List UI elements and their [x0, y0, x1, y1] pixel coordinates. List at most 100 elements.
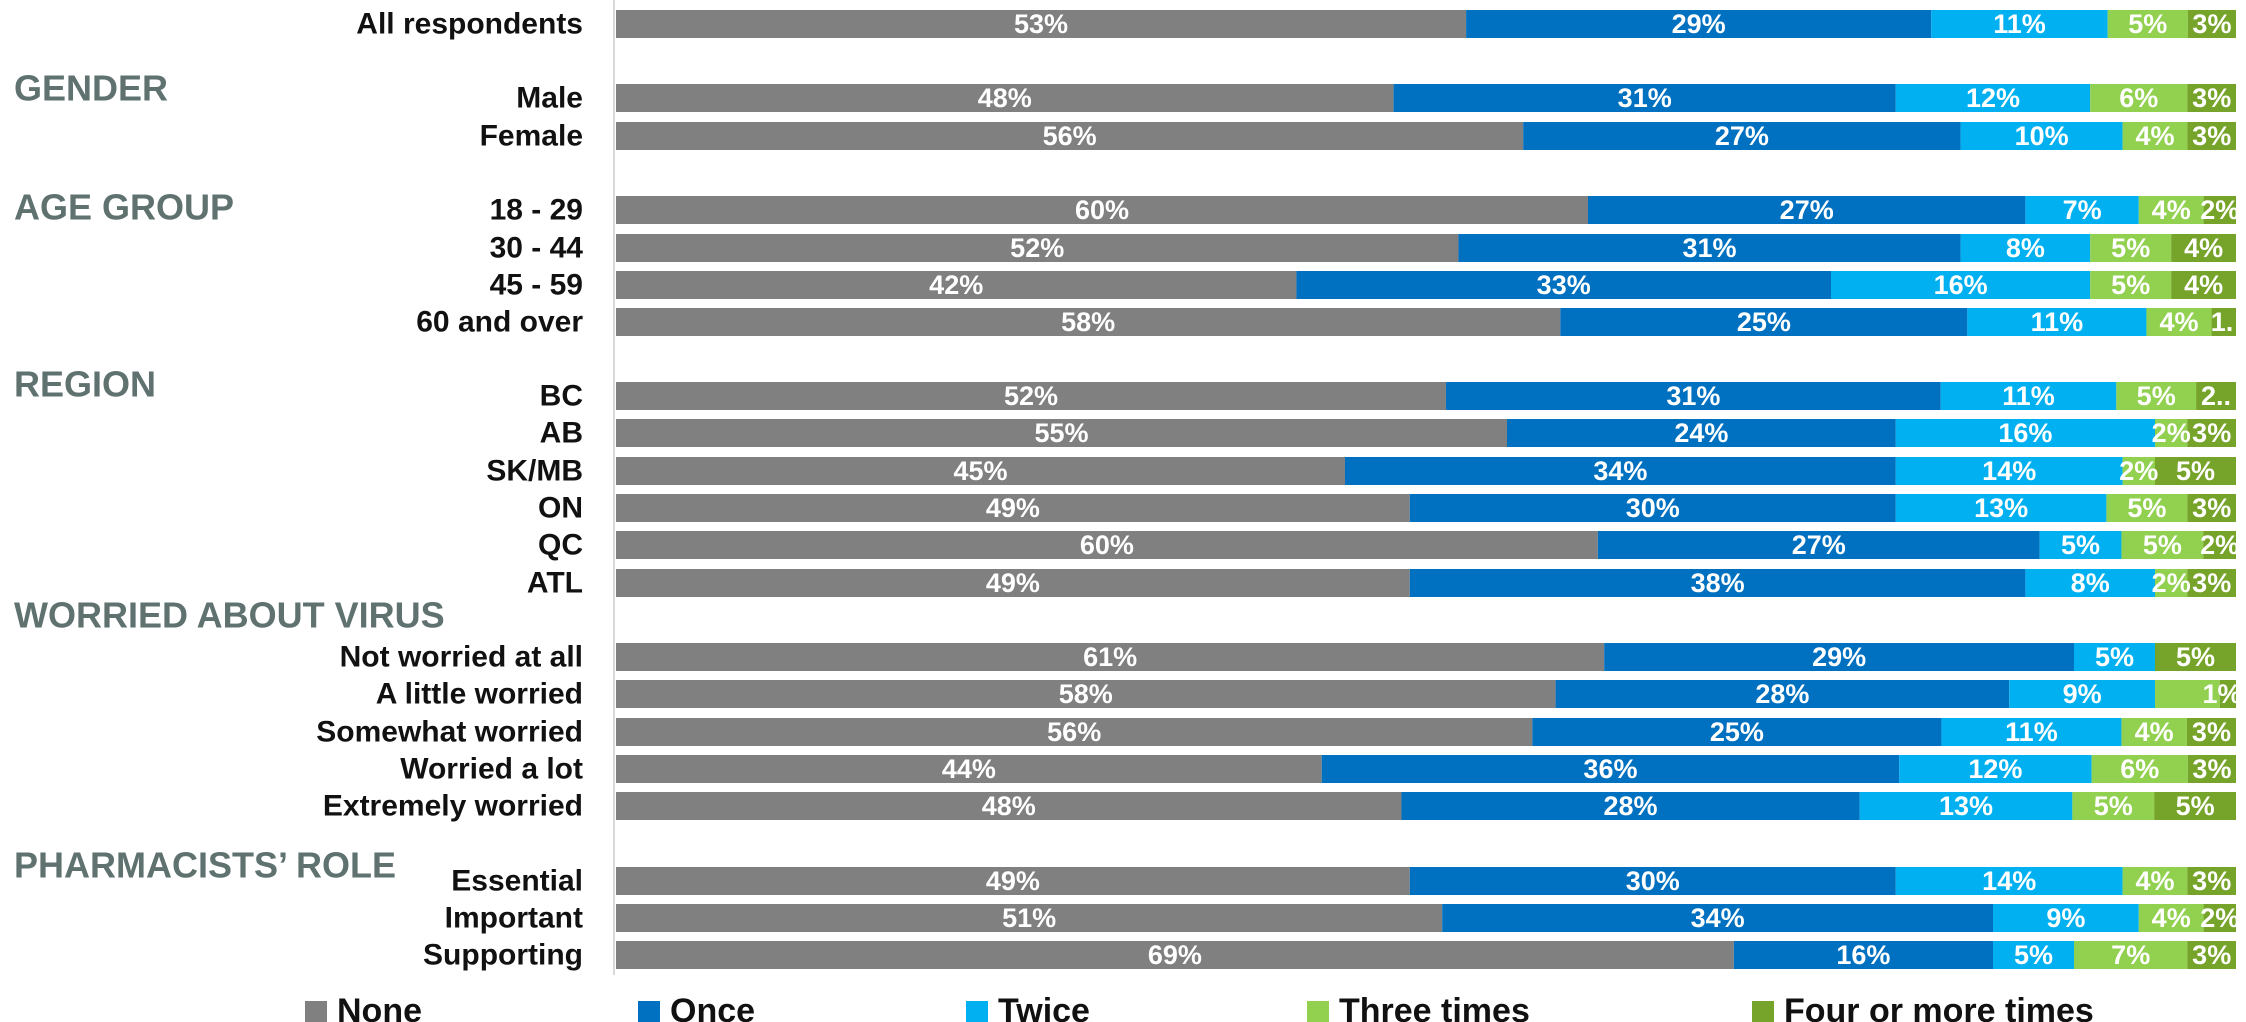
value-label-ab-four-or-more-times: 3%	[2192, 418, 2231, 448]
value-label-ab-twice: 16%	[1998, 418, 2052, 448]
bar-extremely-worried-once	[1401, 792, 1860, 820]
bar-30-44-three-times	[2090, 234, 2172, 262]
value-label-sk-mb-four-or-more-times: 5%	[2176, 456, 2215, 486]
row-label-18-29: 18 - 29	[490, 194, 583, 227]
bar-essential-once	[1409, 867, 1896, 895]
bar-all-respondents-once	[1466, 10, 1932, 38]
row-label-not-worried-at-all: Not worried at all	[340, 641, 583, 674]
bar-18-29-four-or-more-times	[2203, 196, 2236, 224]
value-label-somewhat-worried-four-or-more-times: 3%	[2192, 717, 2231, 747]
bar-45-59-once	[1296, 271, 1831, 299]
value-label-on-twice: 13%	[1974, 493, 2028, 523]
bar-important-three-times	[2138, 904, 2204, 932]
value-label-essential-three-times: 4%	[2135, 866, 2174, 896]
bar-on-twice	[1895, 494, 2107, 522]
bar-60-and-over-once	[1560, 308, 1968, 336]
legend: None Once Twice Three times Four or more tim…	[305, 992, 2094, 1022]
bar-extremely-worried-three-times	[2072, 792, 2155, 820]
value-label-somewhat-worried-twice: 11%	[2005, 717, 2058, 747]
bar-45-59-none	[616, 271, 1297, 299]
bar-supporting-four-or-more-times	[2187, 941, 2236, 969]
group-title-region: REGION	[14, 364, 156, 405]
bar-qc-twice	[2039, 531, 2122, 559]
value-label-male-none: 48%	[978, 83, 1032, 113]
value-label-ab-once: 24%	[1674, 418, 1728, 448]
bar-a-little-worried-once	[1555, 680, 2010, 708]
value-label-a-little-worried-none: 58%	[1059, 679, 1113, 709]
bar-important-once	[1442, 904, 1993, 932]
bar-ab-twice	[1895, 419, 2155, 447]
bar-female-three-times	[2122, 122, 2188, 150]
legend-swatch-twice	[966, 1001, 988, 1022]
value-label-male-once: 31%	[1618, 83, 1672, 113]
value-label-female-twice: 10%	[2015, 121, 2069, 151]
value-label-all-respondents-once: 29%	[1672, 9, 1726, 39]
bar-male-four-or-more-times	[2187, 84, 2236, 112]
row-labels: All respondents Male Female 18 - 29 30 - 44 4…	[316, 8, 583, 972]
bar-all-respondents-four-or-more-times	[2187, 10, 2236, 38]
bar-45-59-three-times	[2090, 271, 2172, 299]
bar-male-once	[1393, 84, 1896, 112]
value-label-somewhat-worried-once: 25%	[1710, 717, 1764, 747]
value-label-qc-twice: 5%	[2061, 530, 2100, 560]
bar-all-respondents-none	[616, 10, 1467, 38]
bar-30-44-once	[1458, 234, 1961, 262]
group-title-worried-about-virus: WORRIED ABOUT VIRUS	[14, 595, 445, 636]
value-label-45-59-once: 33%	[1537, 270, 1591, 300]
bar-18-29-none	[616, 196, 1588, 224]
value-label-qc-once: 27%	[1792, 530, 1846, 560]
value-label-45-59-four-or-more-times: 4%	[2184, 270, 2223, 300]
value-label-a-little-worried-once: 28%	[1755, 679, 1809, 709]
group-title-gender: GENDER	[14, 68, 168, 109]
bar-male-twice	[1895, 84, 2091, 112]
bar-female-none	[616, 122, 1524, 150]
value-label-18-29-twice: 7%	[2063, 195, 2102, 225]
row-label-45-59: 45 - 59	[490, 269, 583, 302]
value-label-30-44-three-times: 5%	[2111, 233, 2150, 263]
value-label-on-none: 49%	[986, 493, 1040, 523]
value-label-all-respondents-four-or-more-times: 3%	[2192, 9, 2231, 39]
bar-sk-mb-four-or-more-times	[2155, 457, 2236, 485]
bar-atl-none	[616, 569, 1410, 597]
value-label-essential-none: 49%	[986, 866, 1040, 896]
value-label-supporting-four-or-more-times: 3%	[2192, 940, 2231, 970]
value-label-worried-a-lot-three-times: 6%	[2120, 754, 2159, 784]
bar-18-29-once	[1588, 196, 2026, 224]
bar-female-four-or-more-times	[2187, 122, 2236, 150]
value-label-60-and-over-twice: 11%	[2031, 307, 2084, 337]
value-label-atl-four-or-more-times: 3%	[2192, 568, 2231, 598]
value-label-sk-mb-twice: 14%	[1982, 456, 2036, 486]
row-label-supporting: Supporting	[423, 939, 583, 972]
value-label-female-three-times: 4%	[2135, 121, 2174, 151]
bar-not-worried-at-all-once	[1604, 643, 2074, 671]
value-label-qc-three-times: 5%	[2143, 530, 2182, 560]
value-label-essential-four-or-more-times: 3%	[2192, 866, 2231, 896]
row-label-qc: QC	[538, 529, 583, 562]
bar-important-four-or-more-times	[2203, 904, 2236, 932]
value-label-male-three-times: 6%	[2119, 83, 2158, 113]
value-label-supporting-twice: 5%	[2014, 940, 2053, 970]
value-label-30-44-none: 52%	[1010, 233, 1064, 263]
value-label-extremely-worried-once: 28%	[1604, 791, 1658, 821]
bar-bc-four-or-more-times	[2196, 382, 2236, 410]
value-label-supporting-three-times: 7%	[2111, 940, 2150, 970]
row-label-female: Female	[480, 120, 583, 153]
value-label-essential-twice: 14%	[1982, 866, 2036, 896]
legend-swatch-none	[305, 1001, 327, 1022]
value-label-not-worried-at-all-once: 29%	[1812, 642, 1866, 672]
bar-all-respondents-three-times	[2107, 10, 2188, 38]
bar-qc-three-times	[2121, 531, 2204, 559]
bar-female-once	[1523, 122, 1961, 150]
value-label-a-little-worried-four-or-more-times: 1%	[2202, 679, 2241, 709]
value-label-not-worried-at-all-four-or-more-times: 5%	[2176, 642, 2215, 672]
value-label-on-three-times: 5%	[2127, 493, 2166, 523]
bar-somewhat-worried-none	[616, 718, 1533, 746]
bar-somewhat-worried-twice	[1941, 718, 2122, 746]
row-label-on: ON	[538, 492, 583, 525]
value-label-all-respondents-three-times: 5%	[2128, 9, 2167, 39]
bar-worried-a-lot-none	[616, 755, 1322, 783]
bar-30-44-four-or-more-times	[2171, 234, 2236, 262]
bar-female-twice	[1960, 122, 2123, 150]
bar-atl-four-or-more-times	[2187, 569, 2236, 597]
